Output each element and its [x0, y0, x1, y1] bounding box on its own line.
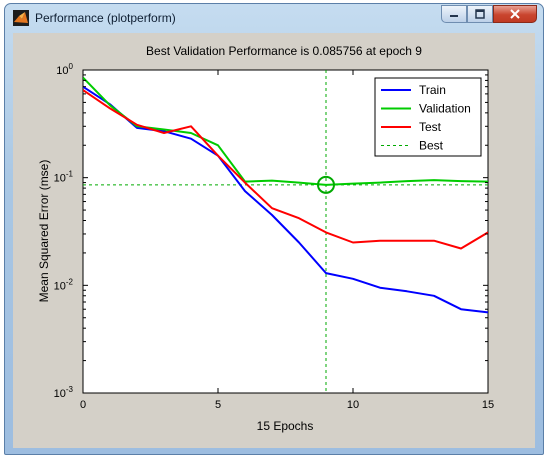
legend-label-best: Best	[419, 139, 444, 153]
chart-title: Best Validation Performance is 0.085756 …	[146, 44, 422, 58]
performance-chart: Best Validation Performance is 0.085756 …	[37, 44, 494, 433]
x-tick-label: 5	[215, 399, 221, 411]
y-tick-label: 10-2	[54, 277, 74, 292]
window-title: Performance (plotperform)	[35, 11, 176, 25]
legend-label-train: Train	[419, 83, 446, 97]
title-bar[interactable]: Performance (plotperform)	[5, 4, 543, 32]
window-controls	[441, 5, 537, 23]
close-icon	[510, 9, 520, 19]
matlab-icon	[13, 10, 29, 26]
y-tick-label: 10-1	[54, 170, 74, 185]
x-tick-label: 15	[482, 399, 494, 411]
minimize-button[interactable]	[441, 5, 467, 23]
x-axis-label: 15 Epochs	[257, 419, 314, 433]
best-marker	[317, 175, 335, 194]
legend-label-validation: Validation	[419, 102, 471, 116]
x-tick-label: 0	[80, 399, 86, 411]
minimize-icon	[450, 15, 458, 17]
series-line-test	[83, 89, 488, 250]
performance-window: Performance (plotperform) Best Validatio…	[4, 3, 544, 455]
y-axis-label: Mean Squared Error (mse)	[37, 160, 51, 303]
y-tick-label: 10-3	[54, 385, 74, 400]
x-tick-label: 10	[347, 399, 359, 411]
y-tick-label: 100	[56, 62, 73, 77]
legend: Train Validation Test Best	[374, 77, 482, 157]
close-button[interactable]	[493, 5, 537, 23]
maximize-button[interactable]	[467, 5, 493, 23]
legend-label-test: Test	[419, 120, 442, 134]
maximize-icon	[475, 9, 485, 19]
figure-area: Best Validation Performance is 0.085756 …	[13, 33, 535, 448]
